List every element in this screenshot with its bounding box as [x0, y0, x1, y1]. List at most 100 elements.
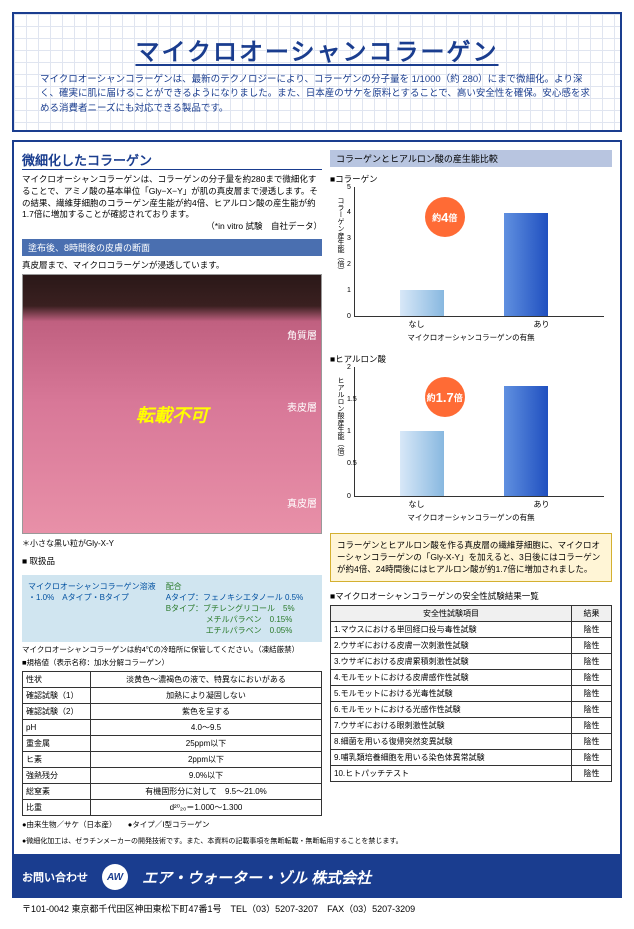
- spec-cell: 加熱により凝固しない: [91, 688, 322, 704]
- skin-layer-label: 真皮層: [287, 495, 317, 510]
- safety-cell: 8.細菌を用いる復帰突然変異試験: [331, 734, 572, 750]
- y-tick: 1: [347, 428, 351, 435]
- safety-cell: 3.ウサギにおける皮膚累積刺激性試験: [331, 654, 572, 670]
- hyaluronic-chart: ■ヒアルロン酸ヒアルロン酸産生能（倍） 0 0.5 1 1.5 2 約1.7倍なし ありマイク…: [330, 353, 612, 523]
- blend-title: 配合: [166, 581, 304, 592]
- safety-cell: 5.モルモットにおける光毒性試験: [331, 686, 572, 702]
- spec-cell: 9.0%以下: [91, 768, 322, 784]
- spec-cell: 紫色を呈する: [91, 704, 322, 720]
- chart-caption: マイクロオーシャンコラーゲンの有無: [330, 512, 612, 523]
- spec-cell: 重金属: [23, 736, 91, 752]
- spec-cell: 確認試験（1）: [23, 688, 91, 704]
- safety-cell: 7.ウサギにおける眼刺激性試験: [331, 718, 572, 734]
- safety-cell: 陰性: [572, 622, 612, 638]
- footer: お問い合わせ AW エア・ウォーター・ゾル 株式会社: [12, 856, 622, 898]
- y-tick: 0.5: [347, 460, 357, 467]
- spec-cell: d²⁰₂₀＝1.000～1.300: [91, 800, 322, 816]
- spec-table: 性状淡黄色～濃褐色の液で、特異なにおいがある確認試験（1）加熱により凝固しない確…: [22, 671, 322, 816]
- y-axis-label: ヒアルロン酸産生能（倍）: [335, 377, 345, 461]
- image-note: ＊小さな黒い粒がGly-X-Y: [22, 538, 322, 549]
- origin-bullets: ●由来生物／サケ（日本産） ●タイプ／Ⅰ型コラーゲン: [22, 819, 322, 830]
- safety-th: 安全性試験項目: [331, 606, 572, 622]
- product-box: マイクロオーシャンコラーゲン溶液 ・1.0% Aタイプ・Bタイプ 配合 Aタイプ…: [22, 575, 322, 642]
- x-label: あり: [534, 499, 550, 510]
- safety-cell: 陰性: [572, 766, 612, 782]
- safety-cell: 陰性: [572, 750, 612, 766]
- product-types: ・1.0% Aタイプ・Bタイプ: [28, 592, 156, 603]
- spec-heading: ■規格値（表示名称：加水分解コラーゲン）: [22, 657, 322, 668]
- product-title: ■ 取扱品: [22, 555, 322, 567]
- spec-cell: pH: [23, 720, 91, 736]
- chart-bar: [400, 290, 444, 316]
- chart-subtitle: ■コラーゲン: [330, 173, 612, 185]
- safety-cell: 10.ヒトパッチテスト: [331, 766, 572, 782]
- y-tick: 2: [347, 364, 351, 371]
- y-tick: 5: [347, 184, 351, 191]
- section1-body: マイクロオーシャンコラーゲンは、コラーゲンの分子量を約280まで微細化することで…: [22, 174, 322, 233]
- spec-cell: 淡黄色～濃褐色の液で、特異なにおいがある: [91, 672, 322, 688]
- spec-cell: 2ppm以下: [91, 752, 322, 768]
- safety-cell: 陰性: [572, 654, 612, 670]
- y-tick: 0: [347, 493, 351, 500]
- contact-label: お問い合わせ: [22, 869, 88, 885]
- safety-cell: 陰性: [572, 718, 612, 734]
- image-caption: 真皮層まで、マイクロコラーゲンが浸透しています。: [22, 259, 322, 271]
- y-tick: 0: [347, 313, 351, 320]
- safety-cell: 2.ウサギにおける皮膚一次刺激性試験: [331, 638, 572, 654]
- skin-layer-label: 表皮層: [287, 399, 317, 414]
- safety-cell: 9.哺乳類培養細胞を用いる染色体異常試験: [331, 750, 572, 766]
- multiplier-badge: 約1.7倍: [425, 377, 465, 417]
- info-box: コラーゲンとヒアルロン酸を作る真皮層の繊維芽細胞に、マイクロオーシャンコラーゲン…: [330, 533, 612, 583]
- spec-cell: 性状: [23, 672, 91, 688]
- safety-cell: 6.モルモットにおける光感作性試験: [331, 702, 572, 718]
- spec-cell: 強熱残分: [23, 768, 91, 784]
- safety-cell: 4.モルモットにおける皮膚感作性試験: [331, 670, 572, 686]
- skin-cross-section-image: 角質層 表皮層 真皮層 転載不可: [22, 274, 322, 534]
- band-label: 塗布後、8時間後の皮膚の断面: [22, 239, 322, 256]
- chart-bar: [400, 431, 444, 496]
- chart-section-heading: コラーゲンとヒアルロン酸の産生能比較: [330, 150, 612, 167]
- safety-heading: ■マイクロオーシャンコラーゲンの安全性試験結果一覧: [330, 590, 612, 602]
- safety-cell: 陰性: [572, 686, 612, 702]
- y-tick: 4: [347, 209, 351, 216]
- company-logo: AW: [102, 864, 128, 890]
- spec-cell: 総窒素: [23, 784, 91, 800]
- blend-b3: エチルパラベン 0.05%: [166, 625, 304, 636]
- blend-a: Aタイプ：フェノキシエタノール 0.5%: [166, 592, 304, 603]
- spec-cell: 25ppm以下: [91, 736, 322, 752]
- section1-heading: 微細化したコラーゲン: [22, 150, 322, 170]
- collagen-chart: ■コラーゲンコラーゲン産生能（倍）012345約4倍なしありマイクロオーシャンコ…: [330, 173, 612, 343]
- safety-cell: 陰性: [572, 702, 612, 718]
- blend-b2: メチルパラベン 0.15%: [166, 614, 304, 625]
- company-name: エア・ウォーター・ゾル 株式会社: [142, 867, 371, 888]
- safety-table: 安全性試験項目結果1.マウスにおける単回経口投与毒性試験陰性2.ウサギにおける皮…: [330, 605, 612, 782]
- disclaimer: ●微細化加工は、ゼラチンメーカーの開発技術です。また、本資料の記載事項を無断転載…: [22, 836, 612, 846]
- product-name: マイクロオーシャンコラーゲン溶液: [28, 581, 156, 592]
- x-label: なし: [409, 319, 425, 330]
- y-tick: 3: [347, 235, 351, 242]
- chart-subtitle: ■ヒアルロン酸: [330, 353, 612, 365]
- safety-th: 結果: [572, 606, 612, 622]
- overlay-text: 転載不可: [136, 402, 208, 428]
- blend-b: Bタイプ：ブチレングリコール 5%: [166, 603, 304, 614]
- page-title: マイクロオーシャンコラーゲン: [22, 32, 612, 67]
- chart-bar: [504, 213, 548, 316]
- safety-cell: 陰性: [572, 670, 612, 686]
- y-tick: 1.5: [347, 396, 357, 403]
- spec-cell: 4.0～9.5: [91, 720, 322, 736]
- skin-layer-label: 角質層: [287, 327, 317, 342]
- y-tick: 2: [347, 261, 351, 268]
- chart-bar: [504, 386, 548, 496]
- y-axis-label: コラーゲン産生能（倍）: [335, 197, 345, 274]
- spec-cell: 有機固形分に対して 9.5～21.0%: [91, 784, 322, 800]
- storage-note: マイクロオーシャンコラーゲンは約4℃の冷暗所に保管してください。（凍結厳禁）: [22, 644, 322, 655]
- spec-cell: 比重: [23, 800, 91, 816]
- address-line: 〒101-0042 東京都千代田区神田東松下町47番1号 TEL（03）5207…: [12, 898, 622, 917]
- y-tick: 1: [347, 287, 351, 294]
- multiplier-badge: 約4倍: [425, 197, 465, 237]
- chart-caption: マイクロオーシャンコラーゲンの有無: [330, 332, 612, 343]
- spec-cell: 確認試験（2）: [23, 704, 91, 720]
- safety-cell: 1.マウスにおける単回経口投与毒性試験: [331, 622, 572, 638]
- spec-cell: ヒ素: [23, 752, 91, 768]
- x-label: なし: [409, 499, 425, 510]
